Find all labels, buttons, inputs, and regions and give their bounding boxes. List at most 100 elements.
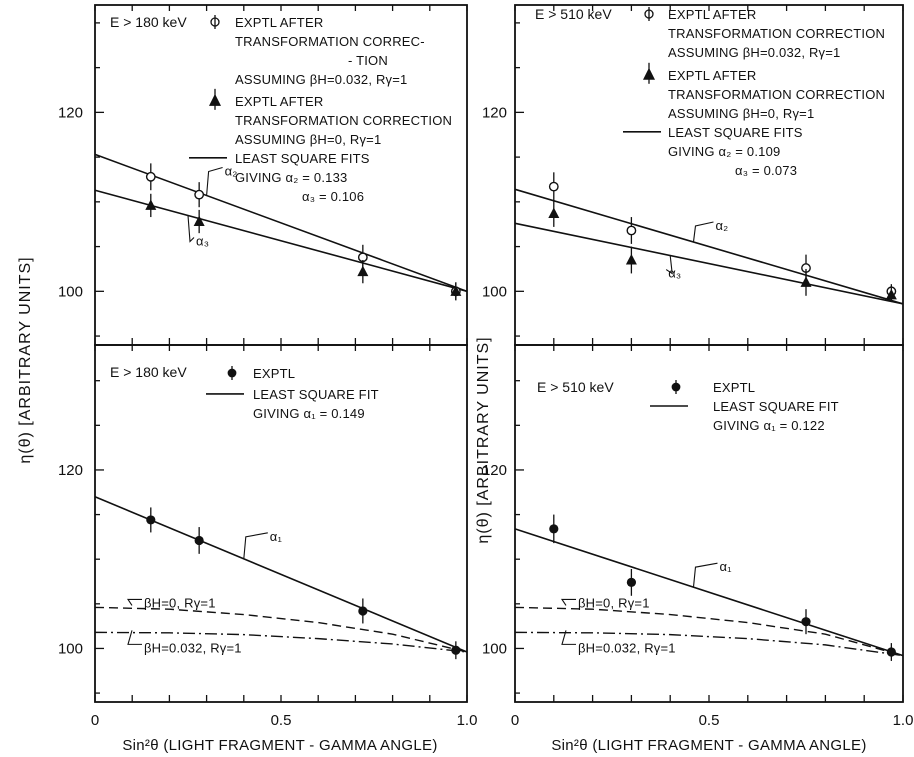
curve-annotation-label: βH=0.032, Rγ=1 [578, 640, 676, 655]
data-point-triangle [193, 215, 205, 227]
data-point-filled [146, 515, 156, 525]
data-point-filled [358, 606, 368, 616]
annotation-arrow [692, 562, 718, 588]
legend-line: α₃ = 0.106 [302, 189, 364, 204]
data-point-triangle [450, 285, 462, 296]
annotation-arrow [560, 598, 576, 606]
fit-annotation-label: α₂ [225, 163, 238, 178]
x-tick-label: 0 [511, 712, 519, 729]
data-point-open [194, 189, 205, 200]
plot-frame [514, 344, 904, 703]
annotation-arrow [692, 221, 714, 243]
data-point-filled [626, 577, 637, 588]
legend-line: LEAST SQUARE FIT [713, 399, 839, 414]
legend-line: GIVING α₁ = 0.122 [713, 418, 825, 433]
legend-line: LEAST SQUARE FITS [235, 151, 370, 166]
y-tick-label: 100 [482, 283, 507, 300]
theory-curve [94, 606, 468, 653]
panel-top-left: 100 120 E > 180 keV EXPTL AFTER TRANSFORMATI… [58, 4, 468, 346]
legend-line: GIVING α₁ = 0.149 [253, 406, 365, 421]
legend-line: ASSUMING βH=0.032, Rγ=1 [668, 45, 840, 60]
fit-line [514, 528, 904, 657]
legend-line: ASSUMING βH=0.032, Rγ=1 [235, 72, 407, 87]
fit-line [514, 222, 904, 305]
legend-line: LEAST SQUARE FITS [668, 125, 803, 140]
legend-line: TRANSFORMATION CORREC- [235, 34, 425, 49]
curve-annotation-label: βH=0, Rγ=1 [578, 595, 650, 610]
data-point-filled [194, 535, 204, 546]
y-tick-label: 100 [58, 283, 83, 300]
legend-line: EXPTL AFTER [668, 68, 756, 83]
x-axis-title: Sin²θ (LIGHT FRAGMENT - GAMMA ANGLE) [122, 737, 437, 754]
legend-line: ASSUMING βH=0, Rγ=1 [235, 132, 381, 147]
x-tick-label: 0.5 [699, 712, 720, 729]
x-tick-label: 0 [91, 712, 99, 729]
data-point-open [548, 181, 559, 192]
x-tick-label: 1.0 [893, 712, 914, 729]
data-point-filled [801, 617, 811, 627]
y-tick-label: 100 [482, 640, 507, 657]
data-point-triangle [145, 199, 157, 210]
data-point-filled [451, 645, 461, 655]
legend-line: EXPTL AFTER [668, 7, 756, 22]
x-tick-label: 0.5 [271, 712, 292, 729]
x-tick-label: 1.0 [457, 712, 478, 729]
fit-line [94, 189, 468, 293]
legend-line: EXPTL [713, 380, 755, 395]
data-point-triangle [357, 265, 369, 277]
legend-line: - TION [348, 53, 388, 68]
annotation-arrow [561, 630, 576, 645]
annotation-arrow [127, 630, 142, 645]
fit-annotation-label: α₁ [719, 559, 732, 574]
panel-top-right: 100 120 E > 510 keV EXPTL AFTER TRANSFORMATI… [482, 4, 904, 346]
fit-line [514, 188, 904, 305]
data-point-triangle [885, 288, 897, 300]
data-point-open [145, 171, 156, 182]
fit-annotation-label: α₂ [715, 218, 728, 233]
legend-line: EXPTL AFTER [235, 94, 323, 109]
x-axis-title: Sin²θ (LIGHT FRAGMENT - GAMMA ANGLE) [551, 737, 866, 754]
data-point-filled [549, 524, 559, 534]
y-tick-label: 120 [58, 462, 83, 479]
legend-line: GIVING α₂ = 0.133 [235, 170, 347, 185]
legend-line: ASSUMING βH=0, Rγ=1 [668, 106, 814, 121]
legend-line: TRANSFORMATION CORRECTION [235, 113, 452, 128]
y-tick-label: 100 [58, 640, 83, 657]
annotation-arrow [187, 215, 195, 243]
energy-threshold-label: E > 510 keV [537, 379, 614, 395]
annotation-arrow [206, 166, 223, 196]
data-point-triangle [800, 276, 812, 287]
y-axis-title: η(θ) [ARBITRARY UNITS] [17, 256, 34, 463]
legend-line: α₃ = 0.073 [735, 163, 797, 178]
y-axis-title: η(θ) [ARBITRARY UNITS] [475, 336, 492, 543]
y-tick-label: 120 [58, 104, 83, 121]
fit-annotation-label: α₃ [668, 266, 681, 281]
energy-threshold-label: E > 180 keV [110, 364, 187, 380]
legend-line: TRANSFORMATION CORRECTION [668, 26, 885, 41]
legend-line: EXPTL [253, 366, 295, 381]
fit-annotation-label: α₁ [270, 529, 283, 544]
y-tick-label: 120 [482, 462, 507, 479]
annotation-arrow [126, 598, 142, 606]
legend-line: EXPTL AFTER [235, 15, 323, 30]
fit-line [94, 153, 468, 293]
data-point-triangle [625, 254, 637, 265]
fit-line [94, 495, 468, 653]
data-point-triangle [548, 207, 560, 218]
y-tick-label: 120 [482, 104, 507, 121]
energy-threshold-label: E > 510 keV [535, 6, 612, 22]
energy-threshold-label: E > 180 keV [110, 14, 187, 30]
legend-line: GIVING α₂ = 0.109 [668, 144, 780, 159]
panel-bottom-left: 100 120 E > 180 keV EXPTL LEAST SQUARE FIT GI… [58, 344, 468, 703]
theory-curve [514, 606, 904, 657]
theory-curve [94, 631, 468, 653]
data-point-open [626, 225, 637, 236]
panel-bottom-right: 100 120 E > 510 keV EXPTL LEAST SQUARE FIT GI… [482, 344, 904, 703]
annotation-arrow [665, 255, 673, 275]
legend-line: TRANSFORMATION CORRECTION [668, 87, 885, 102]
annotation-arrow [243, 532, 268, 559]
curve-annotation-label: βH=0, Rγ=1 [144, 595, 216, 610]
fit-annotation-label: α₃ [196, 233, 209, 248]
curve-annotation-label: βH=0.032, Rγ=1 [144, 640, 242, 655]
